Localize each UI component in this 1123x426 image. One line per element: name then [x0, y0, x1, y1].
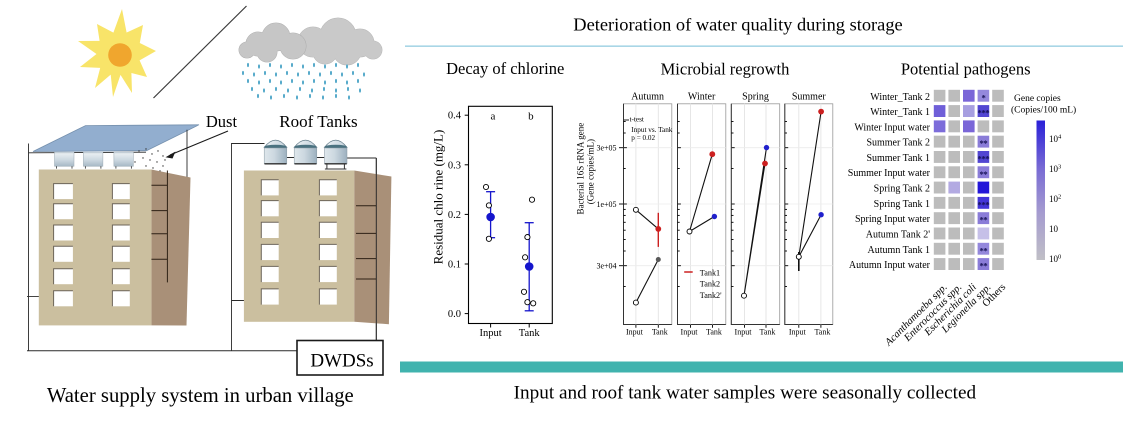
svg-text:Microbial regrowth: Microbial regrowth [661, 59, 791, 78]
svg-text:Summer Tank 1: Summer Tank 1 [866, 153, 930, 164]
svg-text:102: 102 [1049, 194, 1061, 205]
svg-text:Dust: Dust [206, 112, 238, 131]
svg-text:Tank2': Tank2' [700, 291, 722, 300]
svg-text:Input: Input [789, 328, 807, 337]
svg-text:104: 104 [1049, 134, 1062, 145]
svg-text:Input vs. Tank: Input vs. Tank [631, 126, 672, 134]
svg-text:Winter: Winter [688, 92, 716, 103]
svg-text:Tank: Tank [814, 328, 830, 337]
svg-text:Summer: Summer [792, 92, 827, 103]
svg-text:103: 103 [1049, 164, 1061, 175]
svg-text:b: b [528, 111, 534, 123]
svg-text:Tank: Tank [706, 328, 722, 337]
svg-text:Input: Input [735, 328, 753, 337]
svg-text:Decay of chlorine: Decay of chlorine [446, 59, 564, 78]
svg-text:0.3: 0.3 [448, 160, 461, 171]
svg-text:t-test: t-test [630, 115, 644, 123]
svg-text:p = 0.02: p = 0.02 [631, 134, 655, 142]
svg-text:3e+04: 3e+04 [596, 262, 616, 271]
svg-text:1e+05: 1e+05 [596, 200, 616, 209]
svg-text:Roof Tanks: Roof Tanks [279, 112, 357, 131]
svg-text:Winter_Tank 2: Winter_Tank 2 [870, 92, 930, 103]
svg-text:Summer Input water: Summer Input water [848, 168, 931, 179]
svg-text:**: ** [980, 138, 988, 148]
svg-text:(Gene copies/mL): (Gene copies/mL) [586, 139, 596, 204]
svg-text:Autumn: Autumn [631, 92, 664, 103]
svg-text:Spring Tank 1: Spring Tank 1 [874, 199, 930, 210]
svg-text:Tank2: Tank2 [700, 280, 720, 289]
svg-text:**: ** [980, 245, 988, 255]
svg-text:Tank: Tank [760, 328, 776, 337]
svg-text:Potential pathogens: Potential pathogens [901, 59, 1031, 78]
svg-text:0.4: 0.4 [448, 111, 462, 122]
svg-text:**: ** [980, 261, 988, 271]
svg-text:***: *** [978, 154, 990, 164]
svg-text:0.0: 0.0 [448, 309, 461, 320]
svg-text:Gene copies: Gene copies [1014, 94, 1061, 104]
svg-text:Input: Input [681, 328, 699, 337]
svg-text:Summer Tank 2: Summer Tank 2 [866, 138, 930, 149]
svg-text:Input: Input [480, 328, 502, 339]
svg-text:Residual chlo rine (mg/L): Residual chlo rine (mg/L) [431, 130, 446, 265]
svg-text:*: * [981, 92, 985, 102]
svg-text:Spring: Spring [742, 92, 769, 103]
svg-text:Tank: Tank [652, 328, 668, 337]
svg-text:Tank: Tank [519, 328, 541, 339]
svg-text:Spring Input water: Spring Input water [855, 214, 931, 225]
svg-text:a: a [490, 111, 495, 123]
svg-text:Winter_Tank 1: Winter_Tank 1 [870, 107, 930, 118]
svg-text:0.2: 0.2 [448, 210, 461, 221]
svg-text:Input: Input [626, 328, 644, 337]
svg-text:0.1: 0.1 [448, 260, 461, 271]
svg-text:Water supply system in urban v: Water supply system in urban village [47, 385, 354, 407]
svg-text:**: ** [980, 169, 988, 179]
svg-text:Deterioration of water quality: Deterioration of water quality during st… [573, 14, 902, 34]
svg-text:Autumn Tank 2': Autumn Tank 2' [866, 229, 930, 240]
svg-text:DWDSs: DWDSs [310, 351, 373, 372]
svg-text:10: 10 [1049, 224, 1059, 234]
svg-text:(Copies/100 mL): (Copies/100 mL) [1011, 105, 1076, 116]
svg-text:Bacterial 16S rRNA gene: Bacterial 16S rRNA gene [576, 123, 586, 215]
svg-text:Winter Input water: Winter Input water [854, 122, 930, 133]
svg-text:***: *** [978, 108, 990, 118]
svg-text:Autumn Tank 1: Autumn Tank 1 [868, 245, 930, 256]
svg-text:Autumn Input water: Autumn Input water [849, 260, 931, 271]
svg-text:3e+05: 3e+05 [596, 144, 616, 153]
svg-text:Input and roof tank water samp: Input and roof tank water samples were s… [514, 383, 977, 404]
svg-text:100: 100 [1049, 254, 1061, 265]
svg-text:***: *** [978, 199, 990, 209]
svg-text:Spring Tank 2: Spring Tank 2 [874, 184, 930, 195]
svg-text:Tank1: Tank1 [700, 268, 720, 277]
svg-text:**: ** [980, 215, 988, 225]
